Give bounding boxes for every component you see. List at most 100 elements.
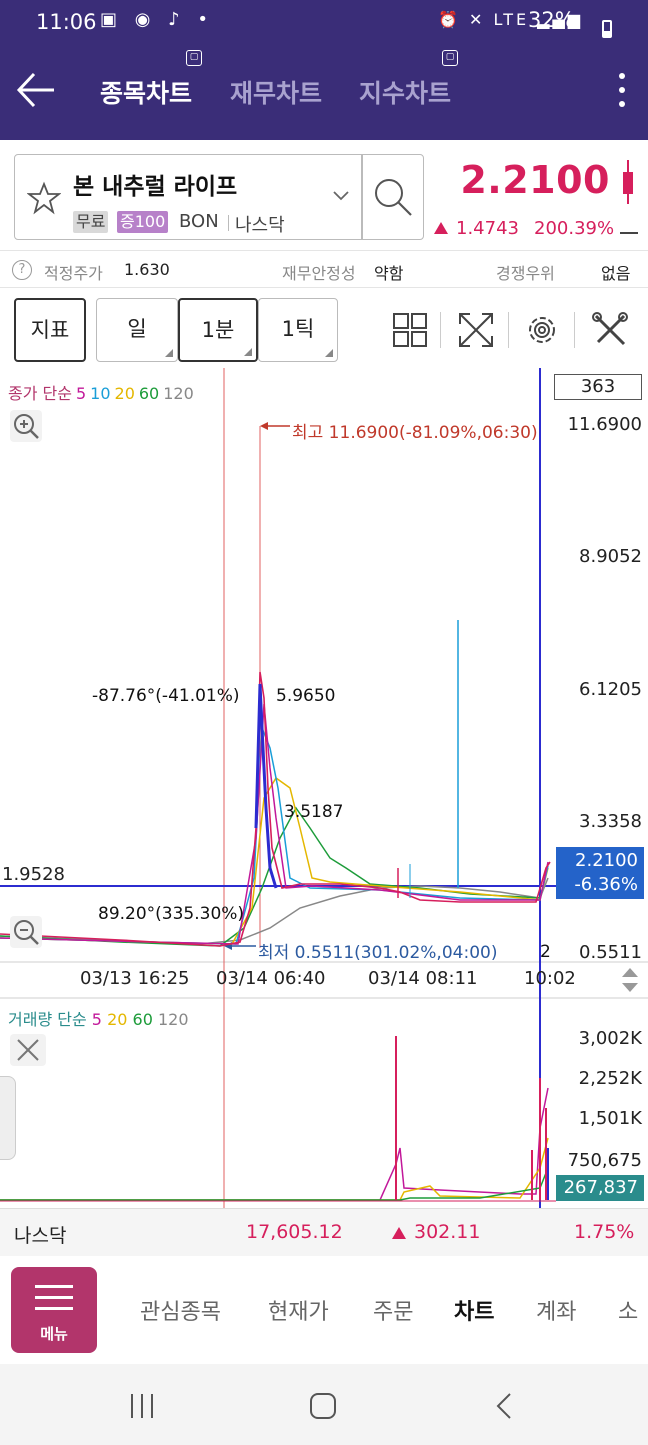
nav-account[interactable]: 계좌: [536, 1300, 577, 1325]
hamburger-icon: [35, 1285, 73, 1288]
legend-ma60: 60: [138, 384, 160, 403]
dash: [620, 232, 638, 234]
nav-watchlist[interactable]: 관심종목: [140, 1300, 221, 1325]
legend-ma5: 5: [75, 384, 87, 403]
divider: [508, 312, 509, 348]
angle-annotation-top: -87.76°(-41.01%): [92, 686, 240, 706]
nav-order[interactable]: 주문: [373, 1300, 414, 1325]
bar-count[interactable]: 363: [554, 374, 642, 400]
volume-ma20: [0, 1137, 549, 1201]
high-arrow-head: [260, 422, 268, 430]
volume-legend-ma60: 60: [132, 1010, 153, 1029]
chevron-down-icon[interactable]: [331, 185, 351, 205]
y-tick: 8.9052: [579, 546, 642, 567]
tab-finance-chart[interactable]: 재무차트: [230, 79, 323, 108]
current-volume-tag: 267,837: [556, 1175, 644, 1201]
battery-icon: [602, 20, 612, 38]
tools-icon[interactable]: [590, 308, 630, 352]
volume-legend[interactable]: 거래량 단순 5 20 60 120: [8, 1006, 189, 1030]
volume-y-tick: 2,252K: [578, 1068, 642, 1089]
current-price: 2.2100: [460, 158, 610, 202]
fair-price-value: 1.630: [124, 260, 170, 279]
period-1min-label: 1분: [201, 318, 235, 342]
network-label: LTE: [493, 10, 530, 29]
volume-ma5: [0, 1087, 549, 1201]
current-price-tag: 2.2100 -6.36%: [556, 847, 644, 899]
indicator-button[interactable]: 지표: [14, 298, 86, 362]
divider: [440, 312, 441, 348]
stability-label: 재무안정성: [282, 264, 356, 283]
fair-price-label: 적정주가: [44, 264, 103, 283]
nav-chart[interactable]: 차트: [454, 1300, 495, 1325]
y-tick: 11.6900: [567, 414, 642, 435]
margin-badge: 증100: [117, 211, 169, 233]
gear-icon[interactable]: [522, 308, 562, 352]
y-tick: 3.3358: [579, 811, 642, 832]
status-bar: 11:06 ▣ ◉ ♪ • ⏰ ✕ LTE ▂▄▆ 32%: [0, 8, 648, 38]
back-arrow-icon[interactable]: [14, 68, 58, 112]
period-1tick-button[interactable]: 1틱: [258, 298, 338, 362]
ma5-line: [0, 703, 549, 945]
index-ticker[interactable]: 나스닥 17,605.12 302.11 1.75%: [0, 1208, 648, 1256]
competitive-value: 없음: [601, 264, 631, 283]
nav-current-price[interactable]: 현재가: [268, 1300, 329, 1325]
period-1min-button[interactable]: 1분: [178, 298, 258, 362]
x-tick: 03/14 08:11: [368, 968, 478, 989]
app-header: 11:06 ▣ ◉ ♪ • ⏰ ✕ LTE ▂▄▆ 32% 종목차트 ▢ 재무차…: [0, 0, 648, 140]
side-drawer-handle[interactable]: [0, 1076, 16, 1160]
candle-icon: [623, 160, 633, 204]
kebab-icon[interactable]: [614, 70, 630, 114]
expand-icon[interactable]: [456, 308, 496, 352]
system-nav-bar: [0, 1364, 648, 1445]
help-icon[interactable]: ?: [12, 260, 32, 280]
free-badge: 무료: [73, 211, 109, 233]
current-price-tag-value: 2.2100: [575, 850, 638, 871]
menu-label: 메뉴: [40, 1325, 68, 1343]
star-icon[interactable]: [27, 181, 61, 215]
volume-y-tick: 3,002K: [578, 1028, 642, 1049]
back-icon[interactable]: [494, 1392, 516, 1420]
up-arrow-icon: [392, 1227, 406, 1239]
system-icons: ⏰ ✕ LTE ▂▄▆: [438, 10, 584, 29]
volume-legend-label: 거래량 단순: [8, 1010, 87, 1029]
period-1tick-label: 1틱: [281, 317, 315, 341]
home-icon[interactable]: [308, 1392, 338, 1420]
hamburger-icon: [35, 1296, 73, 1299]
zoom-in-icon[interactable]: [10, 410, 42, 442]
legend-ma20: 20: [114, 384, 135, 403]
volume-legend-ma20: 20: [107, 1010, 128, 1029]
up-arrow-icon: [434, 222, 448, 234]
index-pct: 1.75%: [574, 1221, 635, 1243]
stock-code: BON: [179, 211, 219, 232]
price-line: [0, 671, 551, 947]
ma10-line: [0, 727, 549, 945]
ma120-line: [0, 877, 549, 945]
competitive-label: 경쟁우위: [496, 264, 555, 283]
tab-stock-chart[interactable]: 종목차트: [100, 79, 193, 108]
index-price: 17,605.12: [246, 1221, 343, 1243]
y-tick: 0.5511: [579, 942, 642, 963]
menu-button[interactable]: 메뉴: [11, 1267, 97, 1353]
price-chart[interactable]: [0, 368, 648, 1216]
zoom-out-icon[interactable]: [10, 916, 42, 948]
valuation-row: ? 적정주가 1.630 재무안정성 약함 경쟁우위 없음: [0, 250, 648, 288]
grid-icon[interactable]: [390, 308, 430, 352]
volume-ma60: [0, 1167, 549, 1201]
hamburger-icon: [35, 1307, 73, 1310]
close-icon[interactable]: [10, 1034, 46, 1066]
nav-more[interactable]: 소: [618, 1300, 639, 1325]
tab-index-chart[interactable]: 지수차트: [359, 79, 452, 108]
search-icon[interactable]: [371, 175, 415, 219]
ma20-line: [0, 776, 549, 945]
price-change: 1.4743: [456, 218, 519, 239]
recents-icon[interactable]: [126, 1392, 158, 1420]
period-day-button[interactable]: 일: [96, 298, 178, 362]
divider: [574, 312, 575, 348]
stock-selector[interactable]: 본 내추럴 라이프 무료 증100 BON 나스닥: [14, 154, 424, 240]
price-legend[interactable]: 종가 단순 5 10 20 60 120: [8, 380, 198, 404]
price-change-pct: 200.39%: [534, 218, 615, 239]
divider: [361, 155, 363, 239]
scroll-updown-icon[interactable]: [620, 966, 640, 994]
volume-y-tick: 750,675: [567, 1150, 642, 1171]
value-annotation: 3.5187: [284, 802, 344, 822]
